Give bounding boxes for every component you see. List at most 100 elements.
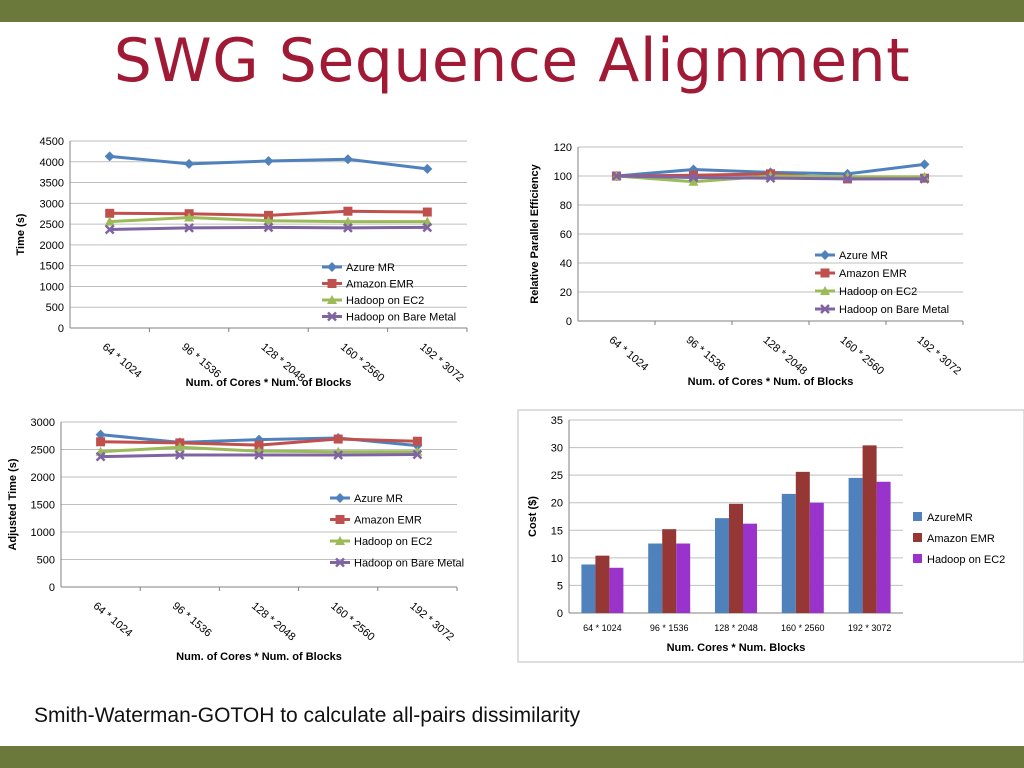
- c2-x-tick-label: 128 * 2048: [249, 600, 297, 643]
- c3-y-tick-label: 10: [551, 553, 563, 565]
- c0-data-point: [342, 154, 353, 165]
- c0-data-point: [263, 215, 274, 225]
- c1-legend-marker: [820, 286, 830, 295]
- c3-y-tick-label: 20: [551, 498, 563, 510]
- c3-x-tick-label: 64 * 1024: [583, 623, 622, 633]
- c0-y-tick-label: 1500: [40, 261, 64, 273]
- c1-legend-marker: [820, 304, 830, 314]
- c3-bar: [729, 503, 743, 613]
- c0-y-tick-label: 4000: [40, 157, 64, 169]
- c3-y-tick-label: 25: [551, 470, 563, 482]
- c3-bar: [848, 477, 863, 613]
- c2-y-tick-label: 0: [49, 582, 55, 594]
- c1-data-point: [689, 170, 698, 180]
- c2-data-point: [95, 451, 106, 462]
- c3-legend-swatch: [913, 533, 922, 542]
- c2-data-point: [95, 429, 106, 440]
- c3-legend-label: Amazon EMR: [927, 533, 995, 545]
- c3-y-tick-label: 35: [551, 415, 563, 427]
- c1-legend-label: Hadoop on EC2: [839, 286, 917, 298]
- c0-data-point: [422, 222, 433, 233]
- c2-x-tick-label: 96 * 1536: [170, 600, 214, 639]
- c3-bar: [876, 481, 891, 613]
- c2-y-tick-label: 2500: [31, 445, 55, 457]
- c0-data-point: [184, 212, 195, 222]
- c1-y-tick-label: 60: [560, 229, 572, 241]
- c0-x-tick-label: 192 * 3072: [417, 341, 465, 384]
- c3-bar: [862, 445, 877, 613]
- c2-y-tick-label: 1000: [31, 527, 55, 539]
- c0-legend-label: Hadoop on Bare Metal: [346, 312, 456, 324]
- c2-legend-marker: [335, 515, 345, 524]
- c1-data-point: [919, 174, 930, 184]
- c0-data-point: [343, 206, 353, 216]
- c2-legend-marker: [335, 493, 345, 503]
- c3-bar: [662, 529, 677, 613]
- c1-y-tick-label: 100: [554, 171, 572, 183]
- c1-legend-label: Amazon EMR: [839, 268, 907, 280]
- c0-legend-marker: [327, 279, 337, 288]
- c3-x-axis-label: Num. Cores * Num. Blocks: [667, 642, 806, 654]
- c0-data-point: [264, 210, 273, 220]
- c3-bar: [595, 555, 610, 613]
- c0-legend-marker: [327, 311, 337, 322]
- c1-y-tick-label: 80: [560, 200, 572, 212]
- c3-legend-label: Hadoop on EC2: [927, 554, 1005, 566]
- c2-data-point: [174, 442, 185, 452]
- c3-y-tick-label: 30: [551, 443, 563, 455]
- c0-legend-marker: [327, 262, 337, 272]
- c0-data-point: [342, 216, 353, 226]
- c2-x-tick-label: 64 * 1024: [91, 600, 135, 639]
- c2-x-tick-label: 192 * 3072: [407, 600, 455, 643]
- c0-x-tick-label: 64 * 1024: [100, 341, 144, 380]
- c1-y-tick-label: 40: [560, 258, 572, 270]
- c0-data-point: [343, 222, 353, 233]
- c3-x-tick-label: 128 * 2048: [714, 623, 758, 633]
- c0-y-tick-label: 3500: [40, 178, 64, 190]
- c1-y-tick-label: 120: [554, 142, 572, 154]
- c2-y-axis-label: Adjusted Time (s): [7, 458, 19, 550]
- c3-bar: [676, 543, 691, 613]
- c1-x-tick-label: 192 * 3072: [915, 334, 963, 377]
- c3-legend-label: AzureMR: [927, 512, 973, 524]
- c0-y-tick-label: 500: [46, 302, 64, 314]
- c3-bar: [648, 543, 663, 613]
- c3-y-tick-label: 0: [557, 608, 563, 620]
- c2-data-point: [333, 434, 343, 444]
- c0-x-axis-label: Num. of Cores * Num. of Blocks: [186, 377, 352, 389]
- c1-data-point: [765, 173, 776, 184]
- c0-y-tick-label: 1000: [40, 281, 64, 293]
- c1-data-point: [611, 171, 622, 181]
- c0-y-tick-label: 3000: [40, 198, 64, 210]
- c1-y-axis-label: Relative Parallel Efficiency: [529, 163, 541, 303]
- c2-data-point: [412, 436, 422, 446]
- c2-legend-label: Azure MR: [354, 493, 403, 505]
- c0-y-tick-label: 2500: [40, 219, 64, 231]
- c0-legend-label: Amazon EMR: [346, 279, 414, 291]
- c0-y-tick-label: 4500: [40, 136, 64, 148]
- c2-legend-label: Hadoop on EC2: [354, 536, 432, 548]
- c3-y-tick-label: 15: [551, 525, 563, 537]
- c3-bar: [809, 502, 824, 613]
- c1-data-point: [688, 176, 699, 186]
- c2-y-tick-label: 3000: [31, 417, 55, 429]
- c0-legend-label: Azure MR: [346, 262, 395, 274]
- top-accent-bar: [0, 0, 1024, 22]
- c3-bar: [781, 493, 796, 613]
- c0-data-point: [263, 222, 274, 233]
- c0-legend-label: Hadoop on EC2: [346, 295, 424, 307]
- c3-chart-frame: [517, 409, 1024, 663]
- c2-x-axis-label: Num. of Cores * Num. of Blocks: [176, 651, 342, 663]
- c3-x-tick-label: 160 * 2560: [781, 623, 825, 633]
- c2-x-tick-label: 160 * 2560: [328, 600, 376, 643]
- c2-data-point: [333, 450, 344, 460]
- c0-legend-marker: [327, 295, 337, 304]
- c2-y-tick-label: 2000: [31, 472, 55, 484]
- c3-legend-swatch: [913, 512, 922, 521]
- c2-legend-marker: [335, 557, 345, 568]
- c3-x-tick-label: 192 * 3072: [848, 623, 892, 633]
- c1-x-tick-label: 128 * 2048: [761, 334, 809, 377]
- c0-data-point: [105, 208, 115, 218]
- c0-data-point: [104, 151, 115, 162]
- c0-data-point: [184, 158, 195, 169]
